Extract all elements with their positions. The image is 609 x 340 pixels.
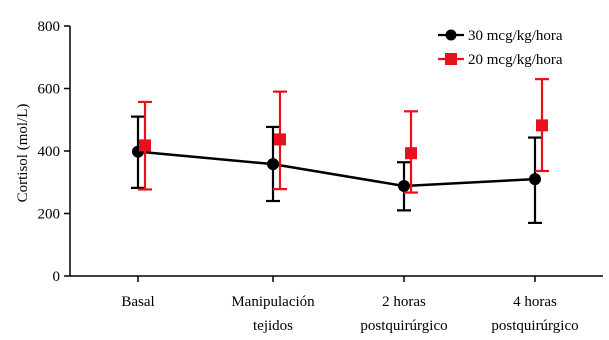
data-point — [274, 133, 286, 146]
data-point — [398, 180, 410, 192]
y-tick-label: 800 — [38, 19, 61, 35]
x-category-label: 2 horas — [382, 294, 426, 310]
legend-marker — [445, 53, 457, 65]
data-point — [405, 147, 417, 160]
data-point — [529, 173, 541, 186]
series-2 — [138, 78, 549, 194]
series-layer — [131, 78, 549, 224]
y-tick-label: 600 — [38, 82, 61, 98]
series-line — [137, 150, 536, 188]
y-tick-label: 400 — [38, 144, 61, 160]
y-tick-label: 0 — [53, 269, 61, 285]
x-category-label: tejidos — [253, 318, 293, 334]
data-point — [139, 139, 151, 152]
y-axis-title: Cortisol (mol/L) — [15, 104, 31, 203]
series-1 — [131, 115, 542, 224]
x-category-label: 4 horas — [513, 294, 557, 310]
legend-marker — [445, 29, 457, 41]
legend-label: 30 mcg/kg/hora — [468, 28, 563, 44]
x-category-label: postquirúrgico — [491, 318, 578, 334]
legend: 30 mcg/kg/hora 20 mcg/kg/hora — [438, 28, 563, 68]
x-category-labels: Basal Manipulación tejidos 2 horas postquirú… — [121, 276, 579, 334]
x-category-label: Manipulación — [231, 294, 315, 310]
legend-label: 20 mcg/kg/hora — [468, 52, 563, 68]
x-category-label: postquirúrgico — [360, 318, 447, 334]
data-point — [536, 119, 548, 132]
y-tick-label: 200 — [38, 207, 61, 223]
data-point — [267, 158, 279, 171]
x-category-label: Basal — [121, 294, 154, 310]
y-ticks: 0 200 400 600 800 — [38, 19, 70, 285]
